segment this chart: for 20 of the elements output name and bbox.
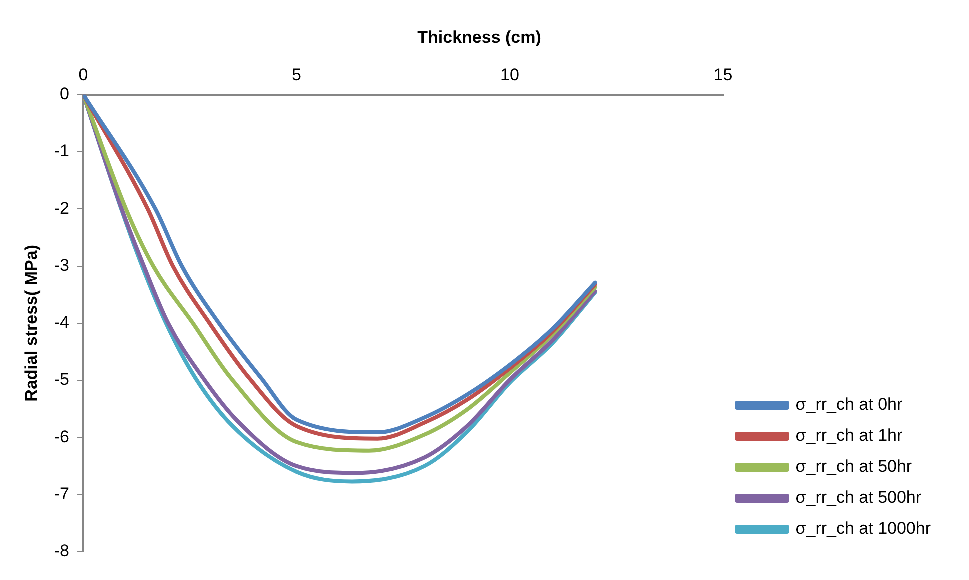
y-tick-label: -3 [54, 256, 70, 275]
x-axis-title: Thickness (cm) [418, 28, 542, 47]
y-tick-label: 0 [60, 84, 70, 104]
legend-label: σ_rr_ch at 0hr [796, 395, 903, 414]
x-tick-label: 15 [714, 65, 733, 84]
y-tick-label: -4 [54, 313, 70, 332]
y-tick-label: -6 [54, 427, 70, 446]
legend-label: σ_rr_ch at 1hr [796, 426, 903, 446]
y-tick-label: -8 [54, 542, 70, 561]
legend-label: σ_rr_ch at 1000hr [796, 519, 932, 538]
legend-label: σ_rr_ch at 50hr [796, 457, 912, 476]
x-tick-label: 5 [292, 65, 302, 84]
legend-label: σ_rr_ch at 500hr [796, 488, 922, 508]
x-tick-label: 0 [78, 65, 88, 84]
y-tick-label: -5 [54, 370, 70, 390]
y-tick-label: -1 [54, 142, 70, 161]
x-tick-label: 10 [500, 65, 520, 84]
y-tick-label: -7 [54, 484, 70, 504]
y-axis-title: Radial stress( MPa) [22, 244, 41, 402]
y-tick-label: -2 [54, 198, 70, 218]
